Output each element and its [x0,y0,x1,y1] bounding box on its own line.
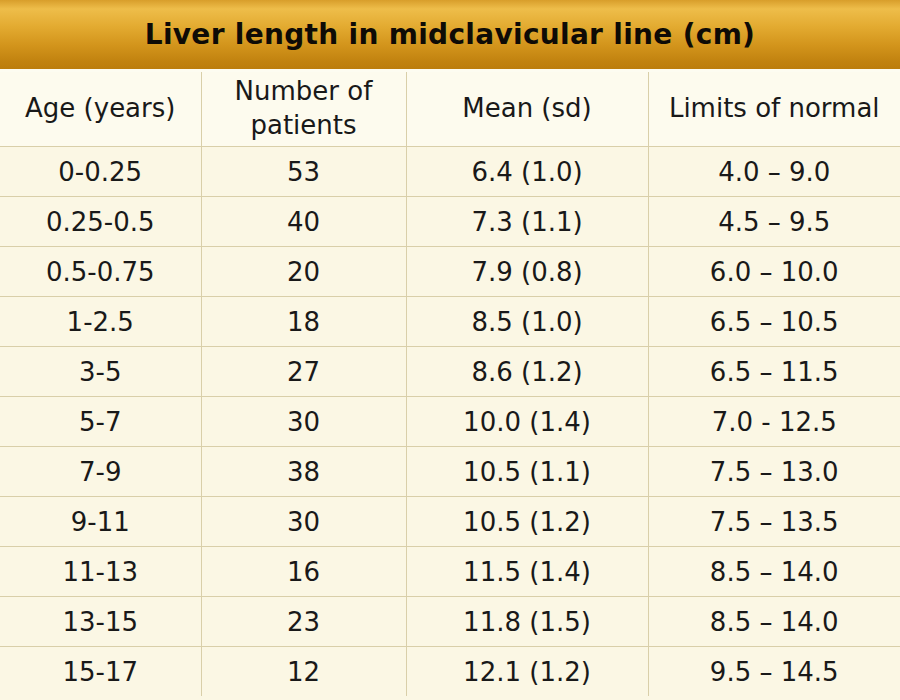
table-cell: 40 [201,197,406,247]
table-cell: 11.8 (1.5) [406,597,648,647]
table-cell: 23 [201,597,406,647]
table-cell: 9.5 – 14.5 [648,647,900,697]
table-cell: 30 [201,397,406,447]
table-cell: 0.5-0.75 [0,247,201,297]
table-cell: 0.25-0.5 [0,197,201,247]
table-row: 1-2.5188.5 (1.0)6.5 – 10.5 [0,297,900,347]
table-cell: 8.5 (1.0) [406,297,648,347]
table-cell: 10.5 (1.2) [406,497,648,547]
column-header-mean: Mean (sd) [406,72,648,147]
table-row: 9-113010.5 (1.2)7.5 – 13.5 [0,497,900,547]
table-cell: 13-15 [0,597,201,647]
table-row: 3-5278.6 (1.2)6.5 – 11.5 [0,347,900,397]
page: Liver length in midclavicular line (cm) … [0,0,900,700]
table-cell: 30 [201,497,406,547]
table-row: 15-171212.1 (1.2)9.5 – 14.5 [0,647,900,697]
table-cell: 1-2.5 [0,297,201,347]
table-cell: 15-17 [0,647,201,697]
table-cell: 7.3 (1.1) [406,197,648,247]
table-cell: 20 [201,247,406,297]
table-row: 7-93810.5 (1.1)7.5 – 13.0 [0,447,900,497]
table-cell: 16 [201,547,406,597]
table-cell: 8.6 (1.2) [406,347,648,397]
table-cell: 10.5 (1.1) [406,447,648,497]
table-cell: 12.1 (1.2) [406,647,648,697]
table-cell: 6.4 (1.0) [406,147,648,197]
table-cell: 4.0 – 9.0 [648,147,900,197]
table-body: 0-0.25536.4 (1.0)4.0 – 9.00.25-0.5407.3 … [0,147,900,697]
table-title-bar: Liver length in midclavicular line (cm) [0,0,900,72]
column-header-limits: Limits of normal [648,72,900,147]
table-row: 0-0.25536.4 (1.0)4.0 – 9.0 [0,147,900,197]
table-row: 11-131611.5 (1.4)8.5 – 14.0 [0,547,900,597]
table-cell: 6.5 – 10.5 [648,297,900,347]
table-cell: 7.9 (0.8) [406,247,648,297]
table-cell: 12 [201,647,406,697]
table-cell: 53 [201,147,406,197]
table-cell: 7.5 – 13.0 [648,447,900,497]
table-row: 13-152311.8 (1.5)8.5 – 14.0 [0,597,900,647]
table-cell: 27 [201,347,406,397]
column-header-patients: Number of patients [201,72,406,147]
table-cell: 6.0 – 10.0 [648,247,900,297]
table-cell: 3-5 [0,347,201,397]
table-cell: 18 [201,297,406,347]
table-cell: 8.5 – 14.0 [648,597,900,647]
page-title: Liver length in midclavicular line (cm) [145,18,755,51]
table-cell: 6.5 – 11.5 [648,347,900,397]
data-table: Age (years) Number of patients Mean (sd)… [0,72,900,696]
table-cell: 7.5 – 13.5 [648,497,900,547]
table-cell: 0-0.25 [0,147,201,197]
table-cell: 8.5 – 14.0 [648,547,900,597]
table-cell: 9-11 [0,497,201,547]
header-row: Age (years) Number of patients Mean (sd)… [0,72,900,147]
table-cell: 5-7 [0,397,201,447]
table-cell: 11.5 (1.4) [406,547,648,597]
table-row: 0.25-0.5407.3 (1.1)4.5 – 9.5 [0,197,900,247]
table-cell: 38 [201,447,406,497]
table-header: Age (years) Number of patients Mean (sd)… [0,72,900,147]
table-cell: 7.0 - 12.5 [648,397,900,447]
table-row: 0.5-0.75207.9 (0.8)6.0 – 10.0 [0,247,900,297]
table-row: 5-73010.0 (1.4)7.0 - 12.5 [0,397,900,447]
table-cell: 4.5 – 9.5 [648,197,900,247]
column-header-age: Age (years) [0,72,201,147]
table-cell: 7-9 [0,447,201,497]
table-cell: 11-13 [0,547,201,597]
table-cell: 10.0 (1.4) [406,397,648,447]
